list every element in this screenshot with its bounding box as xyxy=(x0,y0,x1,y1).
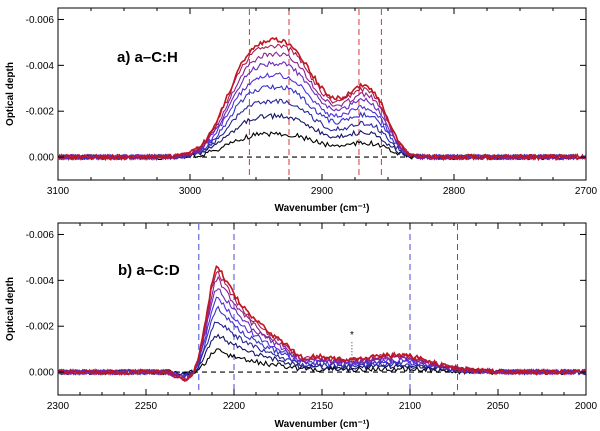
panel-a-ylabel: Optical depth xyxy=(5,62,16,126)
spectrum-series xyxy=(57,98,587,161)
x-tick-label: 2200 xyxy=(223,401,246,412)
y-tick-label: -0.004 xyxy=(26,61,55,72)
spectrum-series xyxy=(57,112,587,162)
panel-b-ylabel: Optical depth xyxy=(5,277,16,341)
y-tick-label: -0.006 xyxy=(26,15,55,26)
panel-b-annotation: * xyxy=(350,330,354,341)
spectrum-series xyxy=(57,275,587,382)
panel-a-xlabel: Wavenumber (cm⁻¹) xyxy=(275,203,370,214)
x-tick-label: 3000 xyxy=(179,186,202,197)
x-tick-label: 2000 xyxy=(575,401,598,412)
panel-b-frame xyxy=(57,222,587,396)
panel-a-x-ticks: 3100 3000 2900 2800 2700 xyxy=(47,8,598,197)
spectrum-series xyxy=(57,60,587,162)
panel-b-title: b) a–C:D xyxy=(118,262,180,279)
panel-a-series xyxy=(57,36,587,162)
y-tick-label: -0.004 xyxy=(26,276,55,287)
y-tick-label: -0.002 xyxy=(26,322,55,333)
panel-b-y-ticks: 0.000 -0.002 -0.004 -0.006 xyxy=(26,230,586,379)
y-tick-label: -0.006 xyxy=(26,230,55,241)
panel-b-xlabel: Wavenumber (cm⁻¹) xyxy=(275,419,370,430)
x-tick-label: 2250 xyxy=(135,401,158,412)
panel-b-x-ticks: 2300 2250 2200 2150 2100 2050 2000 xyxy=(47,223,598,412)
x-tick-label: 2900 xyxy=(311,186,334,197)
y-tick-label: -0.002 xyxy=(26,107,55,118)
x-tick-label: 2700 xyxy=(575,186,598,197)
x-tick-label: 2300 xyxy=(47,401,70,412)
panel-a-title: a) a–C:H xyxy=(117,49,178,66)
spectrum-series xyxy=(57,264,587,382)
panel-b-series xyxy=(57,264,587,382)
x-tick-label: 2150 xyxy=(311,401,334,412)
panel-b: 2300 2250 2200 2150 2100 2050 2000 0.000 -0.002… xyxy=(5,222,598,430)
spectrum-series xyxy=(57,51,587,161)
x-tick-label: 2100 xyxy=(399,401,422,412)
x-tick-label: 3100 xyxy=(47,186,70,197)
x-tick-label: 2800 xyxy=(443,186,466,197)
panel-a: 3100 3000 2900 2800 2700 0.000 -0.002 -0.004 -0… xyxy=(5,7,598,214)
y-tick-label: 0.000 xyxy=(29,368,54,379)
spectrum-series xyxy=(57,270,587,382)
x-tick-label: 2050 xyxy=(487,401,510,412)
spectrum-series xyxy=(57,36,586,162)
spectrum-series xyxy=(57,321,587,379)
spectrum-series xyxy=(57,296,587,379)
y-tick-label: 0.000 xyxy=(29,153,54,164)
spectrum-series xyxy=(57,83,587,161)
panel-a-y-ticks: 0.000 -0.002 -0.004 -0.006 xyxy=(26,15,586,164)
